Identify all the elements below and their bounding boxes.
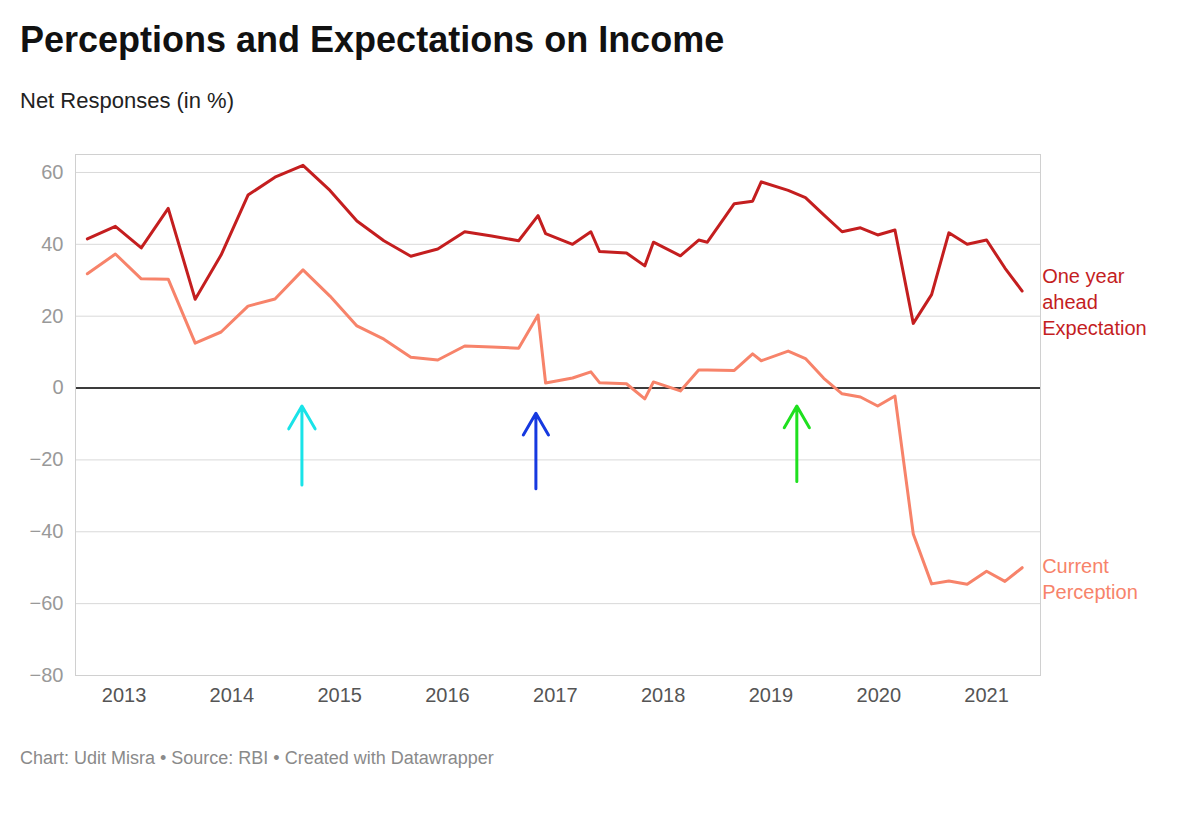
svg-text:2018: 2018 (641, 684, 686, 706)
svg-text:20: 20 (41, 305, 63, 327)
html-text:Net Responses (in %): Net Responses (in %) (20, 88, 234, 113)
svg-text:40: 40 (41, 233, 63, 255)
svg-text:−40: −40 (30, 520, 64, 542)
svg-text:60: 60 (41, 161, 63, 183)
svg-text:2015: 2015 (317, 684, 362, 706)
svg-text:2020: 2020 (857, 684, 902, 706)
svg-text:CurrentPerception: CurrentPerception (1042, 555, 1138, 603)
svg-text:2013: 2013 (102, 684, 147, 706)
html-text:Chart: Udit Misra • Source: RB: Chart: Udit Misra • Source: RBI • Create… (20, 748, 494, 768)
svg-text:2017: 2017 (533, 684, 578, 706)
svg-text:0: 0 (52, 376, 63, 398)
svg-text:2019: 2019 (749, 684, 794, 706)
svg-text:2014: 2014 (210, 684, 255, 706)
svg-text:2021: 2021 (964, 684, 1009, 706)
html-text:Perceptions and Expectations o: Perceptions and Expectations on Income (20, 19, 725, 60)
svg-text:−60: −60 (30, 592, 64, 614)
svg-text:One yearaheadExpectation: One yearaheadExpectation (1042, 265, 1147, 339)
svg-text:−80: −80 (30, 664, 64, 686)
svg-text:−20: −20 (30, 448, 64, 470)
svg-text:2016: 2016 (425, 684, 470, 706)
